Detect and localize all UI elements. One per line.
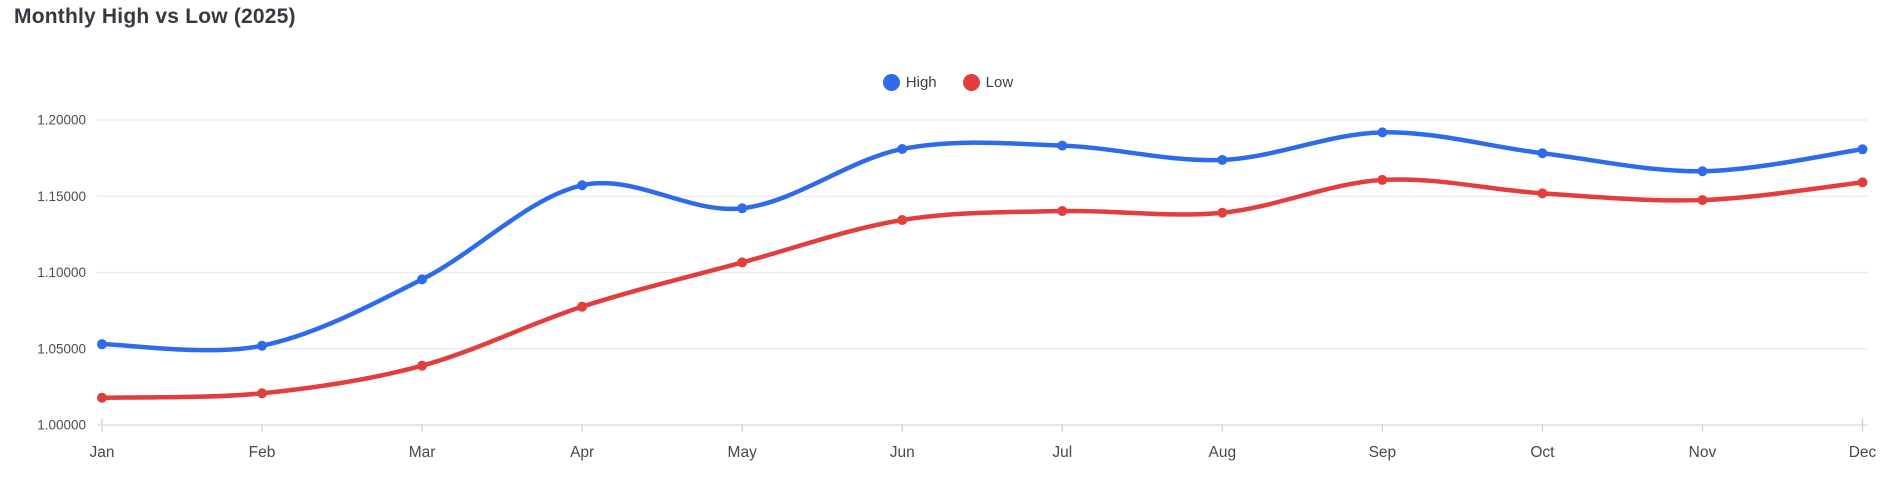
x-axis-month-label: Apr bbox=[570, 444, 594, 461]
data-point-low[interactable] bbox=[1697, 195, 1708, 206]
series-line-high bbox=[99, 130, 1865, 353]
data-point-low[interactable] bbox=[1217, 207, 1228, 218]
data-point-high[interactable] bbox=[1697, 166, 1708, 177]
legend-item-high[interactable]: High bbox=[882, 74, 937, 91]
data-point-low[interactable] bbox=[257, 388, 268, 399]
data-point-low[interactable] bbox=[1537, 188, 1548, 199]
legend-label-high: High bbox=[905, 74, 937, 91]
legend-item-low[interactable]: Low bbox=[962, 74, 1014, 91]
y-axis-tick-label: 1.20000 bbox=[37, 113, 86, 128]
data-point-high[interactable] bbox=[1537, 148, 1548, 159]
data-point-low[interactable] bbox=[737, 257, 748, 268]
data-point-high[interactable] bbox=[257, 340, 268, 351]
data-point-low[interactable] bbox=[1057, 206, 1068, 217]
x-axis-month-label: Jan bbox=[90, 444, 115, 461]
data-point-high[interactable] bbox=[97, 339, 107, 350]
data-point-high[interactable] bbox=[737, 203, 748, 214]
data-point-low[interactable] bbox=[897, 215, 908, 226]
x-axis-month-label: Dec bbox=[1849, 444, 1877, 461]
x-axis-month-label: Feb bbox=[249, 444, 276, 461]
data-point-low[interactable] bbox=[577, 301, 588, 312]
low-series-marker-icon bbox=[962, 74, 980, 91]
page-title: Monthly High vs Low (2025) bbox=[14, 5, 296, 28]
data-point-low[interactable] bbox=[417, 360, 428, 371]
x-axis-month-label: Jul bbox=[1052, 444, 1072, 461]
y-axis-tick-label: 1.15000 bbox=[37, 189, 86, 204]
data-point-high[interactable] bbox=[1377, 127, 1388, 138]
data-point-high[interactable] bbox=[417, 274, 428, 285]
data-point-high[interactable] bbox=[1857, 144, 1868, 155]
data-point-high[interactable] bbox=[1217, 154, 1228, 165]
x-axis-month-label: Sep bbox=[1369, 444, 1397, 461]
y-axis-tick-label: 1.10000 bbox=[37, 265, 86, 280]
data-point-high[interactable] bbox=[897, 143, 908, 154]
x-axis-month-label: May bbox=[728, 444, 758, 461]
x-axis-month-label: Oct bbox=[1530, 444, 1555, 461]
y-axis-tick-label: 1.05000 bbox=[37, 341, 86, 356]
chart-legend: High Low bbox=[0, 74, 1896, 91]
series-line-low bbox=[99, 177, 1865, 400]
x-axis-month-label: Mar bbox=[409, 444, 436, 461]
legend-label-low: Low bbox=[985, 74, 1014, 91]
high-series-marker-icon bbox=[882, 74, 900, 91]
x-axis-month-label: Jun bbox=[890, 444, 915, 461]
data-point-low[interactable] bbox=[1857, 177, 1868, 188]
data-point-low[interactable] bbox=[1377, 174, 1388, 185]
y-axis-tick-label: 1.00000 bbox=[37, 418, 86, 433]
x-axis-month-label: Aug bbox=[1209, 444, 1237, 461]
data-point-high[interactable] bbox=[577, 180, 588, 191]
data-point-high[interactable] bbox=[1057, 140, 1068, 151]
x-axis-month-label: Nov bbox=[1689, 444, 1717, 461]
data-point-low[interactable] bbox=[97, 392, 107, 403]
